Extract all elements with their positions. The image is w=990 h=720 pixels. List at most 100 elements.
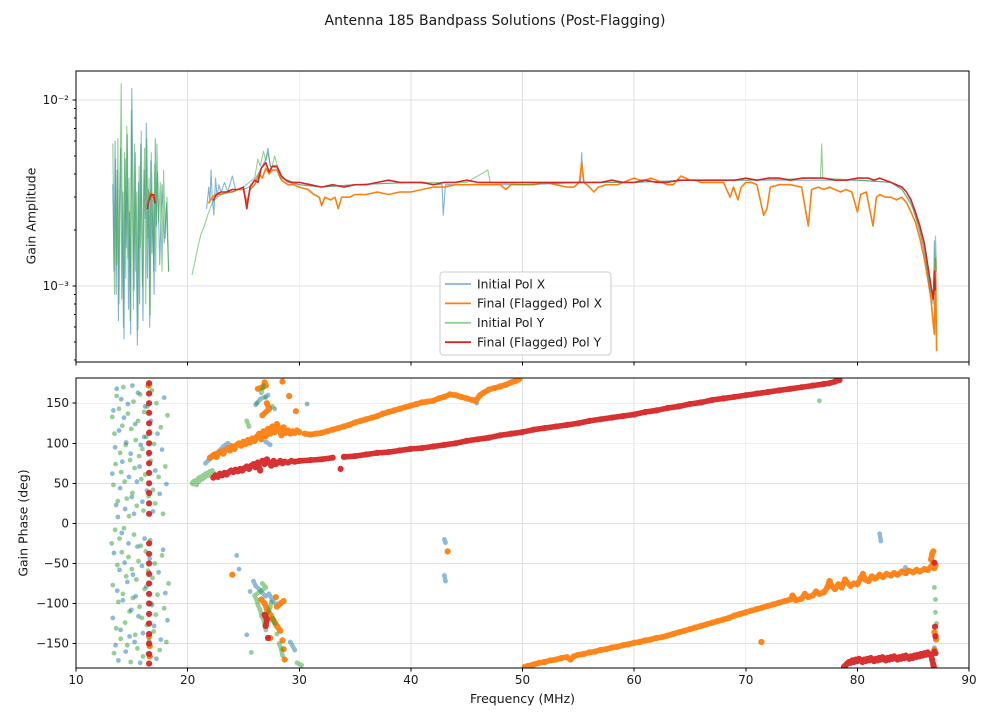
scatter-point-initial-pol-y	[132, 465, 138, 471]
scatter-point-initial-pol-x	[132, 639, 138, 645]
scatter-point-initial-pol-y	[115, 498, 121, 504]
scatter-point-initial-pol-y	[127, 457, 133, 463]
amplitude-plot: 10⁻² 10⁻³ Initial Pol X Final (Flagged) Pol…	[43, 70, 970, 366]
scatter-point-initial-pol-y	[158, 424, 164, 430]
scatter-point-initial-pol-y	[157, 647, 163, 653]
scatter-point-initial-pol-y	[254, 400, 260, 406]
scatter-point-initial-pol-x	[118, 627, 124, 633]
scatter-point-initial-pol-y	[133, 577, 139, 582]
y-tick-label: −150	[36, 637, 69, 651]
scatter-point-initial-pol-x	[116, 658, 121, 663]
scatter-point-final-pol-y	[836, 378, 843, 384]
scatter-point-initial-pol-x	[878, 538, 884, 544]
scatter-point-initial-pol-y	[123, 573, 129, 579]
scatter-point-final-pol-y	[329, 454, 336, 461]
scatter-point-initial-pol-y	[128, 426, 134, 432]
scatter-point-final-pol-y	[146, 540, 153, 547]
scatter-point-initial-pol-y	[150, 487, 156, 493]
scatter-point-final-pol-y	[146, 390, 153, 397]
scatter-point-initial-pol-x	[131, 511, 137, 517]
scatter-point-initial-pol-y	[132, 632, 138, 638]
scatter-point-initial-pol-y	[135, 646, 140, 651]
scatter-point-final-pol-y	[146, 409, 153, 416]
scatter-point-initial-pol-x	[443, 578, 448, 584]
scatter-point-initial-pol-y	[142, 586, 148, 592]
scatter-point-initial-pol-x	[116, 428, 122, 433]
scatter-point-initial-pol-y	[152, 561, 158, 566]
legend-label-3: Final (Flagged) Pol Y	[477, 336, 602, 350]
series-line-final-pol-y	[212, 161, 937, 300]
scatter-point-initial-pol-y	[116, 406, 122, 412]
scatter-point-final-pol-x	[758, 638, 765, 646]
scatter-point-final-pol-y	[146, 429, 153, 436]
scatter-point-initial-pol-y	[123, 442, 129, 448]
series-layer	[112, 83, 938, 352]
scatter-point-initial-pol-y	[151, 629, 157, 634]
scatter-point-final-pol-y	[146, 480, 153, 487]
scatter-point-final-pol-x	[259, 412, 266, 419]
scatter-point-initial-pol-x	[140, 499, 145, 505]
scatter-point-initial-pol-y	[268, 599, 274, 605]
scatter-point-final-pol-y	[146, 400, 153, 407]
scatter-point-initial-pol-y	[136, 453, 142, 459]
y-tick-label: −100	[36, 597, 69, 611]
scatter-point-initial-pol-x	[110, 615, 116, 621]
phase-plot: 10 20 30 40 50 60 70 80 90 150 100 50 0 −50 −100 −150	[36, 377, 977, 687]
legend: Initial Pol X Final (Flagged) Pol X Initia…	[439, 271, 612, 356]
series-initial-pol-y	[112, 83, 938, 331]
scatter-point-final-pol-x	[280, 598, 287, 605]
scatter-point-initial-pol-x	[137, 660, 143, 666]
scatter-point-initial-pol-x	[292, 647, 298, 653]
scatter-point-initial-pol-y	[932, 585, 937, 590]
scatter-point-initial-pol-x	[120, 597, 126, 603]
x-tick-label: 40	[403, 673, 418, 687]
scatter-point-initial-pol-y	[112, 431, 117, 437]
scatter-point-initial-pol-y	[130, 490, 135, 496]
scatter-point-initial-pol-x	[142, 536, 148, 541]
scatter-point-final-pol-y	[931, 623, 939, 630]
scatter-point-initial-pol-y	[263, 395, 269, 400]
scatter-point-initial-pol-x	[125, 401, 131, 407]
scatter-point-final-pol-y	[146, 550, 153, 557]
legend-label-1: Final (Flagged) Pol X	[477, 297, 603, 311]
scatter-point-initial-pol-y	[139, 615, 145, 621]
scatter-point-initial-pol-x	[138, 442, 144, 448]
scatter-point-initial-pol-y	[143, 434, 149, 440]
scatter-point-initial-pol-y	[131, 399, 136, 404]
scatter-point-initial-pol-y	[140, 654, 146, 659]
scatter-point-initial-pol-y	[933, 609, 938, 615]
y-tick-label: 10⁻³	[43, 279, 70, 293]
scatter-point-initial-pol-y	[121, 525, 127, 531]
scatter-point-final-pol-y	[932, 633, 939, 640]
scatter-point-initial-pol-y	[128, 659, 134, 665]
scatter-point-initial-pol-y	[114, 393, 120, 399]
scatter-point-initial-pol-y	[129, 566, 135, 572]
scatter-point-final-pol-x	[279, 637, 286, 644]
scatter-point-final-pol-y	[146, 590, 153, 598]
scatter-point-initial-pol-y	[152, 501, 158, 506]
scatter-point-initial-pol-x	[140, 630, 146, 636]
scatter-point-initial-pol-x	[109, 471, 115, 477]
legend-box	[439, 271, 612, 356]
scatter-point-initial-pol-x	[112, 444, 118, 450]
scatter-point-initial-pol-y	[116, 599, 121, 605]
scatter-point-initial-pol-x	[137, 464, 143, 469]
scatter-point-final-pol-x	[286, 392, 293, 400]
scatter-point-final-pol-y	[146, 640, 153, 647]
scatter-point-final-pol-y	[146, 489, 153, 497]
scatter-point-initial-pol-x	[158, 637, 164, 642]
scatter-point-initial-pol-y	[109, 541, 115, 546]
scatter-point-final-pol-y	[337, 465, 344, 472]
scatter-point-initial-pol-y	[126, 554, 131, 560]
scatter-point-initial-pol-x	[117, 567, 122, 573]
scatter-point-initial-pol-y	[272, 621, 278, 626]
x-tick-label: 60	[626, 673, 641, 687]
scatter-point-final-pol-y	[146, 469, 153, 476]
scatter-point-initial-pol-y	[122, 479, 127, 485]
scatter-point-initial-pol-x	[118, 396, 124, 402]
scatter-point-initial-pol-x	[117, 485, 123, 491]
scatter-point-initial-pol-x	[127, 634, 132, 639]
scatter-point-final-pol-x	[281, 656, 288, 663]
